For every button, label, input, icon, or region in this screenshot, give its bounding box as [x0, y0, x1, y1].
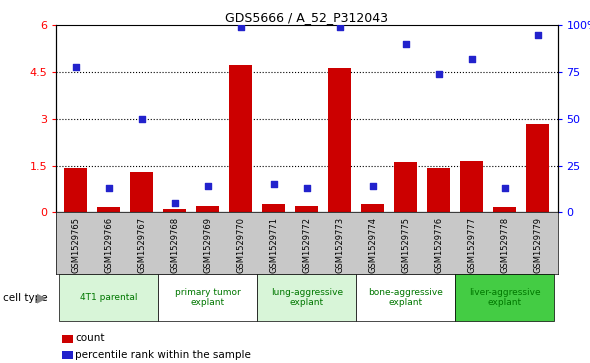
- Text: GSM1529774: GSM1529774: [368, 217, 377, 273]
- Text: GSM1529771: GSM1529771: [269, 217, 278, 273]
- Text: GSM1529772: GSM1529772: [302, 217, 312, 273]
- Bar: [97, 207, 120, 212]
- Bar: [493, 207, 516, 212]
- Bar: [230, 65, 253, 212]
- Bar: [130, 172, 153, 212]
- Text: GSM1529770: GSM1529770: [237, 217, 245, 273]
- Text: liver-aggressive
explant: liver-aggressive explant: [469, 288, 540, 307]
- Point: [203, 183, 212, 189]
- Text: bone-aggressive
explant: bone-aggressive explant: [368, 288, 443, 307]
- Point: [71, 64, 81, 69]
- Bar: [328, 68, 351, 212]
- Bar: [394, 162, 417, 212]
- Text: GSM1529768: GSM1529768: [171, 217, 179, 273]
- Text: primary tumor
explant: primary tumor explant: [175, 288, 241, 307]
- Text: GSM1529776: GSM1529776: [434, 217, 443, 273]
- Text: GSM1529775: GSM1529775: [401, 217, 410, 273]
- Point: [467, 56, 477, 62]
- Point: [500, 185, 510, 191]
- Text: GSM1529779: GSM1529779: [533, 217, 542, 273]
- Point: [302, 185, 312, 191]
- Point: [104, 185, 113, 191]
- Title: GDS5666 / A_52_P312043: GDS5666 / A_52_P312043: [225, 11, 388, 24]
- Text: 4T1 parental: 4T1 parental: [80, 293, 137, 302]
- Point: [137, 116, 146, 122]
- Bar: [263, 204, 286, 212]
- Text: count: count: [75, 333, 104, 343]
- Bar: [257, 274, 356, 321]
- Bar: [526, 125, 549, 212]
- Bar: [196, 205, 219, 212]
- Bar: [163, 209, 186, 212]
- Bar: [455, 274, 554, 321]
- Point: [170, 200, 179, 206]
- Point: [236, 24, 245, 30]
- Bar: [356, 274, 455, 321]
- Point: [434, 71, 444, 77]
- Bar: [460, 161, 483, 212]
- Point: [368, 183, 378, 189]
- Text: lung-aggressive
explant: lung-aggressive explant: [271, 288, 343, 307]
- Text: GSM1529777: GSM1529777: [467, 217, 476, 273]
- Point: [401, 41, 411, 47]
- Bar: [295, 205, 319, 212]
- Bar: [361, 204, 384, 212]
- Text: GSM1529766: GSM1529766: [104, 217, 113, 273]
- Bar: [158, 274, 257, 321]
- Text: percentile rank within the sample: percentile rank within the sample: [75, 350, 251, 360]
- Point: [269, 182, 278, 187]
- Bar: [60, 274, 158, 321]
- Bar: [427, 168, 450, 212]
- Bar: [64, 168, 87, 212]
- Text: GSM1529767: GSM1529767: [137, 217, 146, 273]
- Point: [533, 32, 542, 38]
- Text: GSM1529765: GSM1529765: [71, 217, 80, 273]
- Text: GSM1529778: GSM1529778: [500, 217, 509, 273]
- Text: ▶: ▶: [37, 291, 46, 304]
- Text: GSM1529773: GSM1529773: [335, 217, 345, 273]
- Text: GSM1529769: GSM1529769: [204, 217, 212, 273]
- Text: cell type: cell type: [3, 293, 48, 303]
- Point: [335, 24, 345, 30]
